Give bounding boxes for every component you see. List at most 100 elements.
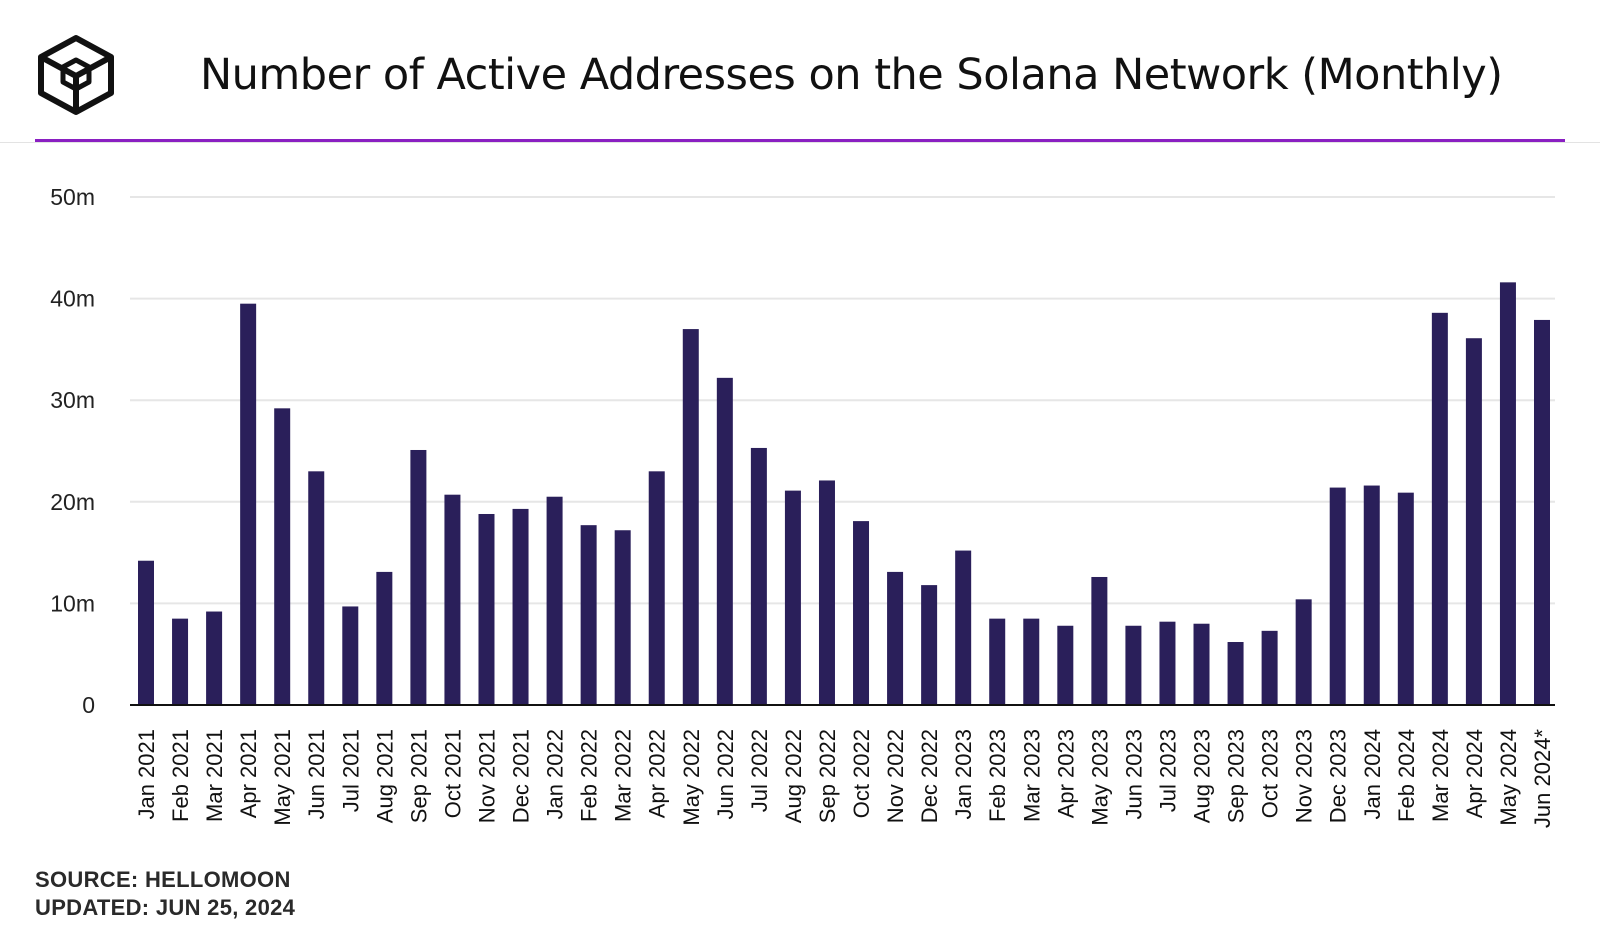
bar (750, 447, 767, 705)
y-tick-label: 20m (50, 489, 95, 515)
bar (955, 550, 972, 705)
bar (1057, 625, 1074, 705)
x-tick-label: May 2023 (1087, 729, 1112, 826)
bar (682, 329, 699, 705)
x-tick-label: Jan 2021 (134, 729, 159, 820)
x-tick-label: Apr 2023 (1053, 729, 1078, 818)
bar (206, 611, 223, 705)
bar (716, 377, 733, 705)
x-tick-label: Aug 2021 (372, 729, 397, 823)
bar (989, 618, 1006, 705)
bar (376, 571, 393, 705)
bar (1397, 492, 1414, 705)
title-divider (35, 139, 1565, 142)
x-tick-label: Mar 2022 (611, 729, 636, 822)
x-tick-label: Jan 2022 (543, 729, 568, 820)
x-tick-label: Jul 2023 (1155, 729, 1180, 812)
bar (546, 496, 563, 705)
x-tick-label: May 2024 (1496, 729, 1521, 826)
x-tick-label: Sep 2022 (815, 729, 840, 823)
x-tick-label: Dec 2023 (1326, 729, 1351, 823)
x-tick-label: Oct 2021 (440, 729, 465, 818)
bar (1125, 625, 1142, 705)
x-tick-label: May 2021 (270, 729, 295, 826)
gridlines (130, 196, 1555, 605)
bar (1159, 621, 1176, 705)
bar (1499, 282, 1516, 705)
y-tick-label: 50m (50, 184, 95, 210)
bar (818, 480, 835, 705)
x-tick-label: Apr 2024 (1462, 729, 1487, 818)
x-tick-label: Jun 2024* (1530, 729, 1555, 829)
x-tick-label: Jul 2022 (747, 729, 772, 812)
x-tick-label: Jun 2021 (304, 729, 329, 820)
bar (580, 525, 597, 705)
x-tick-label: Aug 2023 (1190, 729, 1215, 823)
bar (921, 585, 938, 705)
bar-chart: 0 10m 20m 30m 40m 50m Jan 2021 Feb 2021 Mar 202… (50, 184, 1555, 829)
y-tick-label: 30m (50, 387, 95, 413)
y-tick-label: 40m (50, 286, 95, 312)
bar (512, 508, 529, 705)
y-axis-ticks: 0 10m 20m 30m 40m 50m (50, 184, 95, 718)
bar (1329, 487, 1346, 705)
bar (784, 490, 801, 705)
x-tick-label: Aug 2022 (781, 729, 806, 823)
bar (1534, 319, 1550, 705)
y-tick-label: 0 (82, 692, 95, 718)
x-tick-label: Dec 2022 (917, 729, 942, 823)
cube-logo-icon (38, 35, 114, 115)
bars (138, 282, 1550, 705)
x-tick-label: Jun 2022 (713, 729, 738, 820)
x-tick-label: Oct 2023 (1258, 729, 1283, 818)
x-tick-label: Feb 2021 (168, 729, 193, 822)
chart-title: Number of Active Addresses on the Solana… (200, 50, 1503, 100)
x-tick-label: Dec 2021 (509, 729, 534, 823)
x-tick-label: Mar 2023 (1019, 729, 1044, 822)
bar (172, 618, 189, 705)
bar (1431, 312, 1448, 705)
bar (1091, 576, 1108, 705)
x-tick-label: Sep 2021 (406, 729, 431, 823)
bar (478, 513, 495, 705)
x-tick-label: Oct 2022 (849, 729, 874, 818)
x-tick-label: Feb 2022 (577, 729, 602, 822)
bar (1465, 338, 1482, 705)
chart-header: Number of Active Addresses on the Solana… (0, 0, 1600, 143)
bar (240, 303, 257, 705)
x-tick-label: Nov 2023 (1292, 729, 1317, 823)
x-tick-label: Feb 2023 (985, 729, 1010, 822)
x-tick-label: Apr 2021 (236, 729, 261, 818)
x-tick-label: Mar 2021 (202, 729, 227, 822)
updated-note: UPDATED: JUN 25, 2024 (35, 895, 296, 920)
bar (274, 408, 291, 705)
source-note: SOURCE: HELLOMOON (35, 867, 291, 892)
x-tick-label: Mar 2024 (1428, 729, 1453, 822)
bar (1295, 599, 1312, 705)
x-tick-label: Jan 2024 (1360, 729, 1385, 820)
x-axis-ticks: Jan 2021 Feb 2021 Mar 2021 Apr 2021 May 2021… (134, 729, 1555, 829)
bar (342, 606, 359, 705)
x-tick-label: Sep 2023 (1224, 729, 1249, 823)
x-tick-label: Nov 2022 (883, 729, 908, 823)
bar (138, 560, 154, 705)
bar (648, 471, 665, 705)
bar (1227, 642, 1244, 705)
x-tick-label: Jan 2023 (951, 729, 976, 820)
bar (1363, 485, 1380, 705)
bar (853, 521, 870, 705)
x-tick-label: Apr 2022 (645, 729, 670, 818)
x-tick-label: Jun 2023 (1121, 729, 1146, 820)
bar (444, 494, 461, 705)
y-tick-label: 10m (50, 590, 95, 616)
x-tick-label: May 2022 (679, 729, 704, 826)
bar (614, 530, 631, 705)
x-tick-label: Nov 2021 (474, 729, 499, 823)
x-tick-label: Feb 2024 (1394, 729, 1419, 822)
bar (1193, 623, 1210, 705)
bar (410, 449, 427, 705)
bar (887, 571, 904, 705)
bar (308, 471, 325, 705)
x-tick-label: Jul 2021 (338, 729, 363, 812)
bar (1023, 618, 1040, 705)
